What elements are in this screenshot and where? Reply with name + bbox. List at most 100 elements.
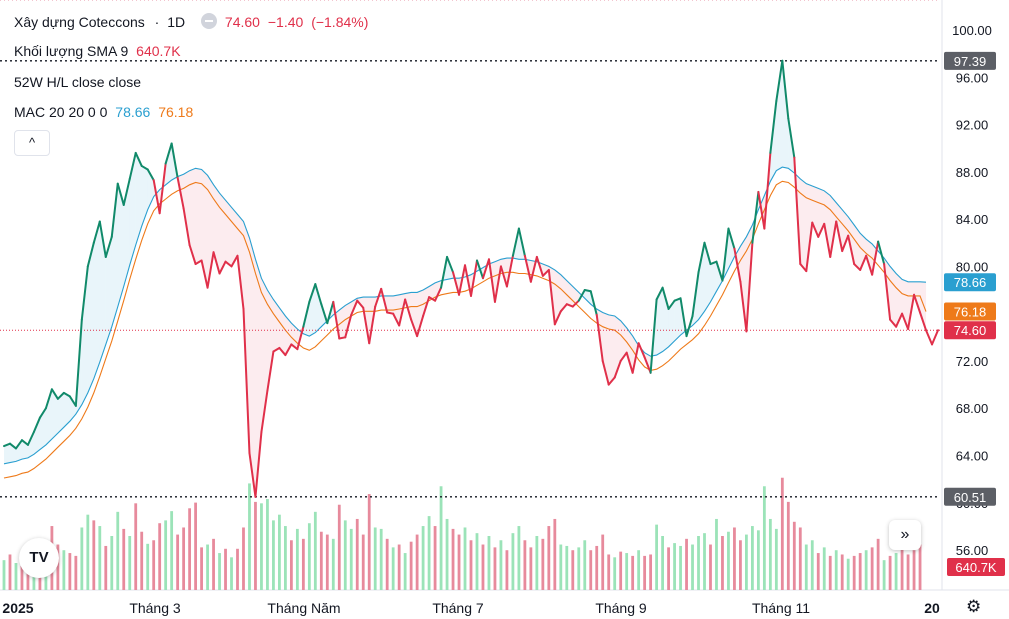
price-line-segment <box>440 255 449 289</box>
price-band-fill <box>417 290 424 337</box>
volume-bar <box>385 538 389 590</box>
price-line-segment <box>637 342 646 359</box>
volume-bar <box>595 545 599 590</box>
volume-bar <box>637 550 641 590</box>
price-line-segment <box>296 325 305 351</box>
volume-bar <box>379 528 383 590</box>
price-line-segment <box>170 142 179 179</box>
legend-hl-row[interactable]: 52W H/L close close <box>14 74 145 90</box>
price-band-fill <box>27 431 34 458</box>
volume-bar <box>307 523 311 590</box>
volume-bar <box>697 536 700 590</box>
price-band-fill <box>806 183 813 272</box>
y-tick-label: 56.00 <box>956 543 989 558</box>
volume-bar <box>625 553 629 590</box>
price-line-segment <box>565 303 574 308</box>
settings-gear-icon[interactable]: ⚙ <box>966 597 982 616</box>
mac-upper-line <box>3 166 927 465</box>
hide-legend-icon[interactable] <box>201 13 218 29</box>
volume-bar <box>565 545 569 590</box>
price-line-segment <box>481 258 490 280</box>
price-band-fill <box>566 280 573 307</box>
price-line-segment <box>416 315 425 338</box>
price-line-segment <box>200 259 209 289</box>
volume-bar <box>289 540 293 590</box>
price-band-fill <box>183 170 190 246</box>
volume-bar <box>403 553 407 590</box>
price-band-fill <box>920 281 927 331</box>
volume-bar <box>98 526 102 590</box>
price-change: −1.40 <box>267 14 304 30</box>
price-line-segment <box>643 356 652 374</box>
volume-bar <box>739 540 742 590</box>
volume-bar <box>242 527 245 590</box>
volume-bar <box>505 550 509 590</box>
legend-separator: · <box>154 14 160 30</box>
symbol-name[interactable]: Xây dựng Coteccons <box>14 14 145 30</box>
price-band-fill <box>824 190 831 257</box>
volume-bar <box>882 560 886 590</box>
volume-bar <box>170 511 174 590</box>
volume-bar <box>822 547 826 590</box>
price-line-segment <box>547 268 556 326</box>
volume-bar <box>331 538 335 590</box>
volume-bar <box>649 554 653 590</box>
y-tick-label: 68.00 <box>956 401 989 416</box>
price-line-segment <box>541 268 550 277</box>
volume-bar <box>20 557 24 590</box>
price-band-fill <box>890 266 897 327</box>
volume-bar <box>206 544 209 590</box>
price-line-segment <box>452 271 461 296</box>
volume-bar <box>421 526 425 590</box>
price-line-segment <box>212 251 221 275</box>
price-line-segment <box>781 59 790 120</box>
volume-bar <box>589 550 593 590</box>
price-line-segment <box>146 168 155 182</box>
interval-label[interactable]: 1D <box>167 14 186 30</box>
price-line-segment <box>595 313 604 362</box>
price-line-segment <box>182 207 191 247</box>
price-line-segment <box>206 251 215 289</box>
volume-bar <box>792 521 796 590</box>
volume-bar <box>762 486 766 590</box>
volume-bar <box>8 554 12 590</box>
price-line-segment <box>889 318 898 328</box>
y-tick-label: 100.00 <box>952 23 992 38</box>
volume-bar <box>445 518 449 590</box>
price-line-segment <box>685 315 694 338</box>
tradingview-logo[interactable]: TV <box>19 538 59 578</box>
hl-indicator-label: 52W H/L close close <box>14 74 142 90</box>
collapse-legend-button[interactable]: ^ <box>14 130 50 156</box>
price-line-segment <box>380 287 389 314</box>
price-line-segment <box>511 227 520 257</box>
price-band-fill <box>866 239 873 275</box>
volume-bar <box>685 538 688 590</box>
volume-bar <box>912 550 916 590</box>
price-band-fill <box>315 284 322 333</box>
legend-mac-row[interactable]: MAC 20 20 0 0 78.66 76.18 <box>14 104 197 120</box>
volume-bar <box>631 555 635 590</box>
y-tick-label: 80.00 <box>956 259 989 274</box>
price-band-fill <box>111 183 118 327</box>
price-line-segment <box>332 300 341 340</box>
volume-bar <box>774 528 778 590</box>
price-line-segment <box>176 176 185 210</box>
scroll-to-realtime-button[interactable]: » <box>889 520 921 550</box>
price-line-segment <box>80 265 89 321</box>
volume-bar <box>218 553 221 590</box>
price-band-fill <box>129 152 136 266</box>
volume-indicator-value: 640.7K <box>136 43 181 59</box>
axis-price-label-bg <box>944 487 996 506</box>
legend-volume-row[interactable]: Khối lượng SMA 9 640.7K <box>14 43 185 59</box>
volume-bar <box>248 483 251 590</box>
volume-bar <box>511 533 515 590</box>
price-line-segment <box>853 263 862 271</box>
price-band-fill <box>99 221 106 363</box>
price-line-segment <box>655 286 664 301</box>
volume-bar <box>613 557 617 590</box>
volume-bar <box>906 554 910 590</box>
volume-bar <box>463 527 467 590</box>
price-band-fill <box>476 260 483 279</box>
price-band-fill <box>135 152 142 246</box>
